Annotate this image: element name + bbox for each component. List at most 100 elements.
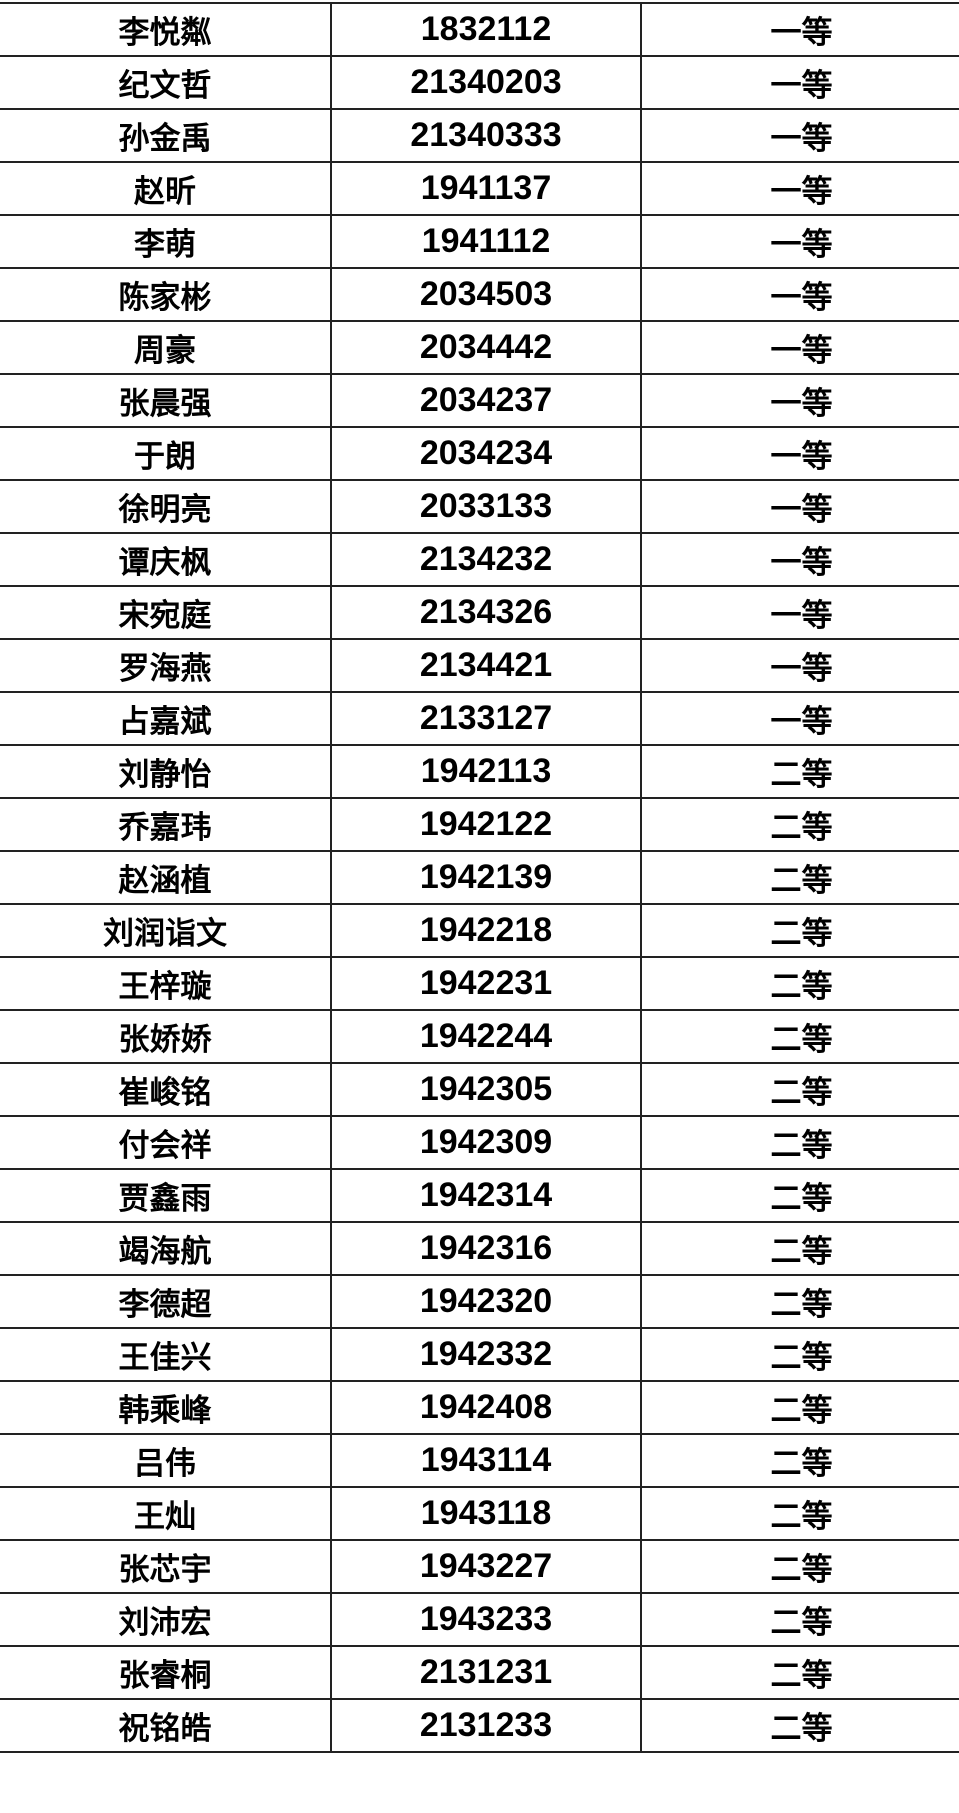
table-row: 谭庆枫 2134232 一等 [0, 532, 959, 587]
grade-cell: 二等 [640, 1433, 959, 1488]
table-row: 张晨强 2034237 一等 [0, 373, 959, 428]
grade-cell: 一等 [640, 691, 959, 746]
student-id-cell: 1942218 [330, 903, 642, 958]
grade-cell: 一等 [640, 373, 959, 428]
grade-cell: 二等 [640, 1062, 959, 1117]
table-row: 占嘉斌 2133127 一等 [0, 691, 959, 746]
table-row: 刘润诣文 1942218 二等 [0, 903, 959, 958]
name-cell: 于朗 [0, 426, 332, 481]
student-id-cell: 2034442 [330, 320, 642, 375]
name-cell: 赵昕 [0, 161, 332, 216]
grade-cell: 一等 [640, 532, 959, 587]
student-id-cell: 2034503 [330, 267, 642, 322]
table-row: 张娇娇 1942244 二等 [0, 1009, 959, 1064]
grade-cell: 二等 [640, 903, 959, 958]
student-id-cell: 1943233 [330, 1592, 642, 1647]
name-cell: 吕伟 [0, 1433, 332, 1488]
grade-cell: 一等 [640, 55, 959, 110]
name-cell: 王灿 [0, 1486, 332, 1541]
student-id-cell: 1942122 [330, 797, 642, 852]
student-id-cell: 1942332 [330, 1327, 642, 1382]
table-row: 李悦粼 1832112 一等 [0, 2, 959, 57]
table-row: 刘静怡 1942113 二等 [0, 744, 959, 799]
student-id-cell: 1942314 [330, 1168, 642, 1223]
name-cell: 张芯宇 [0, 1539, 332, 1594]
table-row: 王佳兴 1942332 二等 [0, 1327, 959, 1382]
name-cell: 刘静怡 [0, 744, 332, 799]
student-id-cell: 2034234 [330, 426, 642, 481]
student-id-cell: 1942320 [330, 1274, 642, 1329]
grade-cell: 一等 [640, 161, 959, 216]
grade-cell: 一等 [640, 2, 959, 57]
table-row: 张芯宇 1943227 二等 [0, 1539, 959, 1594]
table-row: 吕伟 1943114 二等 [0, 1433, 959, 1488]
name-cell: 付会祥 [0, 1115, 332, 1170]
table-row: 乔嘉玮 1942122 二等 [0, 797, 959, 852]
table-row: 付会祥 1942309 二等 [0, 1115, 959, 1170]
student-id-cell: 1942139 [330, 850, 642, 905]
name-cell: 竭海航 [0, 1221, 332, 1276]
student-id-cell: 2134326 [330, 585, 642, 640]
table-row: 徐明亮 2033133 一等 [0, 479, 959, 534]
student-id-cell: 1942309 [330, 1115, 642, 1170]
student-id-cell: 1942113 [330, 744, 642, 799]
table-row: 孙金禹 21340333 一等 [0, 108, 959, 163]
table-row: 贾鑫雨 1942314 二等 [0, 1168, 959, 1223]
name-cell: 王梓璇 [0, 956, 332, 1011]
name-cell: 王佳兴 [0, 1327, 332, 1382]
grade-cell: 二等 [640, 1115, 959, 1170]
grade-cell: 一等 [640, 479, 959, 534]
name-cell: 罗海燕 [0, 638, 332, 693]
table-row: 周豪 2034442 一等 [0, 320, 959, 375]
table-row: 宋宛庭 2134326 一等 [0, 585, 959, 640]
student-id-cell: 1942305 [330, 1062, 642, 1117]
student-id-cell: 2033133 [330, 479, 642, 534]
grade-cell: 二等 [640, 797, 959, 852]
student-id-cell: 2133127 [330, 691, 642, 746]
grade-cell: 一等 [640, 426, 959, 481]
name-cell: 孙金禹 [0, 108, 332, 163]
name-cell: 乔嘉玮 [0, 797, 332, 852]
student-id-cell: 2131231 [330, 1645, 642, 1700]
award-table: 李悦粼 1832112 一等 纪文哲 21340203 一等 孙金禹 21340333 一等 赵昕… [0, 2, 959, 1753]
table-row: 罗海燕 2134421 一等 [0, 638, 959, 693]
grade-cell: 二等 [640, 1539, 959, 1594]
grade-cell: 二等 [640, 1221, 959, 1276]
student-id-cell: 1941137 [330, 161, 642, 216]
name-cell: 张睿桐 [0, 1645, 332, 1700]
student-id-cell: 21340203 [330, 55, 642, 110]
name-cell: 韩乘峰 [0, 1380, 332, 1435]
grade-cell: 二等 [640, 1380, 959, 1435]
table-row: 祝铭皓 2131233 二等 [0, 1698, 959, 1753]
table-body: 李悦粼 1832112 一等 纪文哲 21340203 一等 孙金禹 21340333 一等 赵昕… [0, 2, 959, 1753]
table-row: 竭海航 1942316 二等 [0, 1221, 959, 1276]
student-id-cell: 2034237 [330, 373, 642, 428]
name-cell: 李萌 [0, 214, 332, 269]
grade-cell: 一等 [640, 108, 959, 163]
table-row: 陈家彬 2034503 一等 [0, 267, 959, 322]
grade-cell: 一等 [640, 320, 959, 375]
name-cell: 刘润诣文 [0, 903, 332, 958]
student-id-cell: 1832112 [330, 2, 642, 57]
name-cell: 张晨强 [0, 373, 332, 428]
grade-cell: 二等 [640, 1645, 959, 1700]
student-id-cell: 1941112 [330, 214, 642, 269]
table-row: 赵昕 1941137 一等 [0, 161, 959, 216]
student-id-cell: 1943118 [330, 1486, 642, 1541]
name-cell: 贾鑫雨 [0, 1168, 332, 1223]
student-id-cell: 1942231 [330, 956, 642, 1011]
student-id-cell: 1943114 [330, 1433, 642, 1488]
grade-cell: 二等 [640, 1592, 959, 1647]
name-cell: 李悦粼 [0, 2, 332, 57]
name-cell: 徐明亮 [0, 479, 332, 534]
student-id-cell: 2134421 [330, 638, 642, 693]
grade-cell: 二等 [640, 1168, 959, 1223]
grade-cell: 一等 [640, 585, 959, 640]
table-row: 于朗 2034234 一等 [0, 426, 959, 481]
table-row: 崔峻铭 1942305 二等 [0, 1062, 959, 1117]
table-row: 王梓璇 1942231 二等 [0, 956, 959, 1011]
grade-cell: 二等 [640, 956, 959, 1011]
grade-cell: 二等 [640, 1486, 959, 1541]
grade-cell: 二等 [640, 1009, 959, 1064]
grade-cell: 二等 [640, 850, 959, 905]
